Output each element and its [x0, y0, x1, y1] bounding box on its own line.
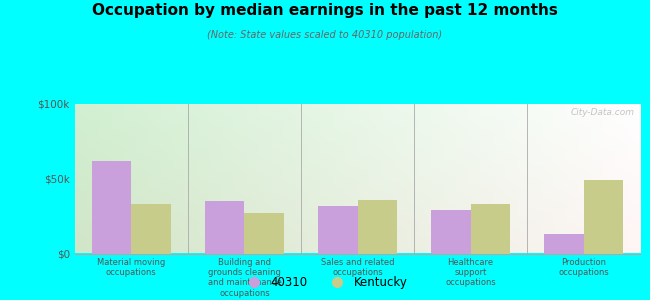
- Text: (Note: State values scaled to 40310 population): (Note: State values scaled to 40310 popu…: [207, 30, 443, 40]
- Bar: [205, 201, 244, 253]
- Bar: [358, 200, 397, 253]
- Bar: [244, 213, 284, 254]
- Legend: 40310, Kentucky: 40310, Kentucky: [238, 272, 412, 294]
- Bar: [544, 234, 584, 254]
- Text: Occupation by median earnings in the past 12 months: Occupation by median earnings in the pas…: [92, 3, 558, 18]
- Bar: [431, 210, 471, 254]
- Bar: [92, 160, 131, 254]
- Bar: [584, 180, 623, 254]
- Text: City-Data.com: City-Data.com: [571, 108, 634, 117]
- Bar: [318, 206, 358, 254]
- Bar: [471, 204, 510, 254]
- Bar: [131, 204, 171, 254]
